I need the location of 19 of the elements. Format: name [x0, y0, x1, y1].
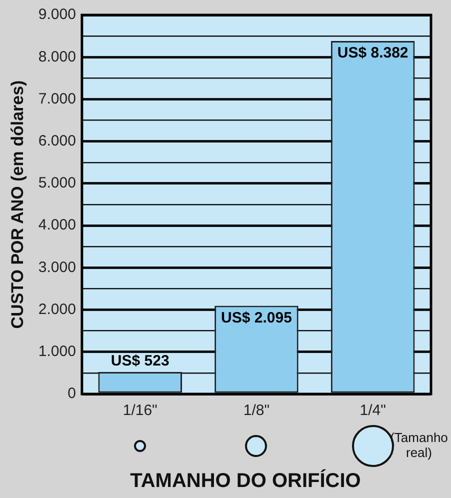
- y-axis-title: CUSTO POR ANO (em dólares): [8, 80, 27, 329]
- x-tick-label: 1/4": [360, 402, 386, 420]
- text: (Tamanho real): [389, 430, 449, 460]
- y-tick-label: 7.000: [38, 90, 76, 108]
- y-tick-label: 4.000: [38, 216, 76, 234]
- x-tick-label: 1/16": [122, 402, 158, 420]
- y-tick-label: 5.000: [38, 174, 76, 192]
- y-tick-label: 0: [68, 385, 76, 402]
- x-tick-label: 1/8": [243, 402, 270, 420]
- y-tick-label: 6.000: [38, 132, 76, 150]
- data-label: US$ 2.095: [221, 309, 292, 326]
- y-tick-label: 2.000: [38, 300, 76, 318]
- y-tick-label: 3.000: [38, 258, 76, 276]
- y-tick-label: 1.000: [38, 343, 76, 360]
- data-label: US$ 8.382: [337, 44, 408, 62]
- data-label: US$ 523: [110, 352, 170, 370]
- y-tick-label: 8.000: [38, 48, 76, 66]
- x-axis-title: TAMANHO DO ORIFÍCIO: [129, 470, 362, 493]
- y-tick-label: 9.000: [38, 6, 76, 24]
